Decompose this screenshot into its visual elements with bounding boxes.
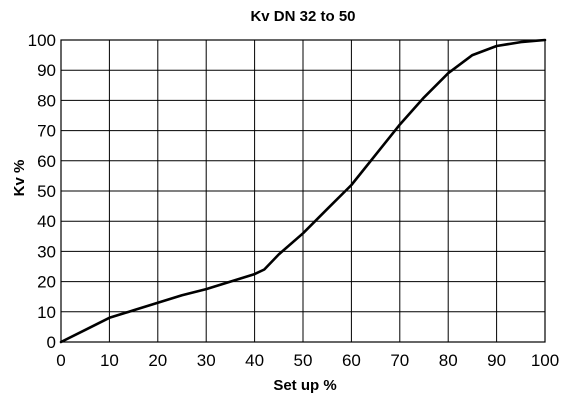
y-axis-title: Kv % xyxy=(11,160,28,197)
y-tick-label: 70 xyxy=(37,122,56,141)
x-tick-label: 0 xyxy=(56,351,65,370)
x-tick-label: 50 xyxy=(294,351,313,370)
y-tick-label: 60 xyxy=(37,152,56,171)
kv-curve xyxy=(59,38,547,344)
y-tick-label: 30 xyxy=(37,242,56,261)
x-tick-label: 40 xyxy=(245,351,264,370)
x-tick-label: 20 xyxy=(148,351,167,370)
y-tick-label: 90 xyxy=(37,61,56,80)
x-tick-label: 90 xyxy=(487,351,506,370)
x-tick-label: 70 xyxy=(390,351,409,370)
y-axis-tick-labels: 0 10 20 30 40 50 60 70 80 90 100 xyxy=(28,31,56,352)
x-tick-label: 80 xyxy=(439,351,458,370)
y-tick-label: 100 xyxy=(28,31,56,50)
y-tick-label: 50 xyxy=(37,182,56,201)
y-tick-label: 40 xyxy=(37,212,56,231)
chart-title: Kv DN 32 to 50 xyxy=(250,8,355,25)
x-tick-label: 100 xyxy=(531,351,559,370)
y-tick-label: 80 xyxy=(37,91,56,110)
grid xyxy=(60,39,546,343)
x-tick-label: 10 xyxy=(100,351,119,370)
y-tick-label: 0 xyxy=(47,333,56,352)
y-tick-label: 20 xyxy=(37,273,56,292)
x-tick-label: 60 xyxy=(342,351,361,370)
y-tick-label: 10 xyxy=(37,303,56,322)
x-tick-label: 30 xyxy=(197,351,216,370)
plot-frame xyxy=(60,39,546,343)
x-axis-title: Set up % xyxy=(273,377,336,394)
x-axis-tick-labels: 0 10 20 30 40 50 60 70 80 90 100 xyxy=(56,351,559,370)
